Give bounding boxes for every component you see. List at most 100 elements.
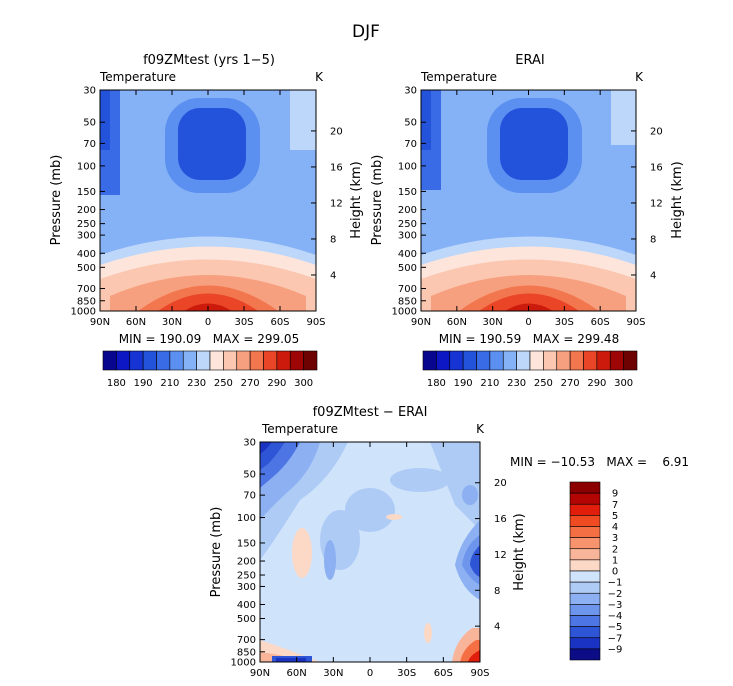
y2-tick-label: 12 — [650, 198, 663, 209]
y-tick-label: 70 — [243, 491, 256, 502]
x-tick-label: 60N — [126, 317, 146, 328]
colorbar-label: 210 — [160, 378, 179, 389]
colorbar-swatch — [223, 350, 238, 371]
x-tick-label: 30N — [162, 317, 182, 328]
y-tick-label: 100 — [398, 161, 417, 172]
y-tick-label: 850 — [237, 647, 256, 658]
colorbar-label: 180 — [427, 378, 446, 389]
colorbar-swatch — [569, 637, 601, 650]
panel-obs-field — [421, 90, 636, 311]
colorbar-label: 300 — [614, 378, 633, 389]
y2-tick-label: 16 — [330, 162, 343, 173]
x-tick-label: 60N — [287, 668, 307, 679]
colorbar-swatch — [623, 350, 638, 371]
y2-tick-label: 16 — [494, 514, 507, 525]
colorbar-swatch — [569, 526, 601, 538]
panel-diff-ylabel: Pressure (mb) — [209, 507, 224, 598]
colorbar-swatch — [436, 350, 451, 371]
colorbar-swatch — [263, 350, 278, 371]
colorbar-swatch — [502, 350, 517, 371]
colorbar-label: −9 — [608, 644, 623, 655]
colorbar-label: 230 — [187, 378, 206, 389]
colorbar-swatch — [569, 350, 584, 371]
y2-tick-label: 20 — [330, 126, 343, 137]
y-tick-label: 100 — [77, 161, 96, 172]
x-tick-label: 30S — [397, 668, 416, 679]
panel-model-field — [100, 90, 316, 311]
panel-model-stats: MIN = 190.09 MAX = 299.05 — [119, 332, 299, 346]
colorbar-label: 1 — [612, 555, 618, 566]
panel-diff-stats: MIN = −10.53 MAX = 6.91 — [510, 455, 689, 469]
y-tick-label: 150 — [398, 187, 417, 198]
y2-tick-label: 20 — [494, 478, 507, 489]
panel-model-ylabel: Pressure (mb) — [49, 155, 64, 246]
panel-obs-ylabel: Pressure (mb) — [370, 155, 385, 246]
y-tick-label: 300 — [77, 231, 96, 242]
panel-obs-colorbar: 180 190 210 230 250 270 290 300 — [422, 350, 638, 389]
colorbar-swatch — [236, 350, 251, 371]
x-tick-label: 0 — [205, 317, 211, 328]
colorbar-swatch — [489, 350, 504, 371]
colorbar-swatch — [569, 537, 601, 550]
y-tick-label: 100 — [237, 513, 256, 524]
panel-diff-units: K — [476, 422, 485, 436]
y2-tick-label: 20 — [650, 126, 663, 137]
x-tick-label: 30S — [234, 317, 253, 328]
y2-tick-label: 16 — [650, 162, 663, 173]
colorbar-label: 4 — [612, 522, 618, 533]
panel-obs-y2label: Height (km) — [670, 161, 685, 238]
x-tick-label: 0 — [367, 668, 373, 679]
x-tick-label: 90S — [306, 317, 325, 328]
colorbar-swatch — [169, 350, 184, 371]
y-tick-label: 1000 — [71, 307, 96, 318]
colorbar-label: 230 — [507, 378, 526, 389]
y-tick-label: 500 — [237, 614, 256, 625]
x-tick-label: 90S — [470, 668, 489, 679]
colorbar-swatch — [116, 350, 131, 371]
colorbar-swatch — [209, 350, 224, 371]
colorbar-label: 300 — [294, 378, 313, 389]
colorbar-swatch — [462, 350, 477, 371]
y-tick-label: 70 — [83, 139, 96, 150]
y-tick-label: 70 — [404, 139, 417, 150]
y-tick-label: 850 — [77, 296, 96, 307]
panel-model-field-label: Temperature — [99, 70, 176, 84]
colorbar-swatch — [569, 604, 601, 616]
y-tick-label: 30 — [404, 86, 417, 97]
colorbar-label: 180 — [107, 378, 126, 389]
colorbar-swatch — [516, 350, 531, 371]
y2-tick-label: 4 — [650, 270, 656, 281]
y-tick-label: 150 — [237, 538, 256, 549]
colorbar-swatch — [596, 350, 611, 371]
panel-diff: f09ZMtest − ERAI Temperature K — [209, 405, 689, 679]
panel-diff-field-label: Temperature — [261, 422, 338, 436]
panel-obs-units: K — [635, 70, 644, 84]
panel-diff-y2label: Height (km) — [512, 513, 527, 590]
colorbar-label: −7 — [608, 633, 623, 644]
y-tick-label: 250 — [237, 571, 256, 582]
y2-tick-label: 8 — [330, 234, 336, 245]
y2-tick-label: 4 — [330, 270, 336, 281]
y-tick-label: 200 — [398, 205, 417, 216]
x-tick-label: 90N — [250, 668, 270, 679]
colorbar-swatch — [196, 350, 211, 371]
x-tick-label: 60S — [591, 317, 610, 328]
colorbar-label: −4 — [608, 611, 623, 622]
colorbar-swatch — [609, 350, 624, 371]
colorbar-swatch — [249, 350, 264, 371]
x-tick-label: 90N — [411, 317, 431, 328]
y2-tick-label: 12 — [494, 550, 507, 561]
panel-obs-field-label: Temperature — [420, 70, 497, 84]
y-tick-label: 50 — [83, 118, 96, 129]
panel-diff-field — [260, 442, 480, 662]
y-tick-label: 700 — [237, 635, 256, 646]
panel-diff-title: f09ZMtest − ERAI — [313, 405, 428, 420]
colorbar-swatch — [569, 581, 601, 594]
colorbar-swatch — [449, 350, 464, 371]
panel-obs: ERAI Temperature K 305070100150200250300… — [370, 53, 685, 389]
colorbar-label: 190 — [454, 378, 473, 389]
x-tick-label: 60N — [447, 317, 467, 328]
panel-model-units: K — [315, 70, 324, 84]
